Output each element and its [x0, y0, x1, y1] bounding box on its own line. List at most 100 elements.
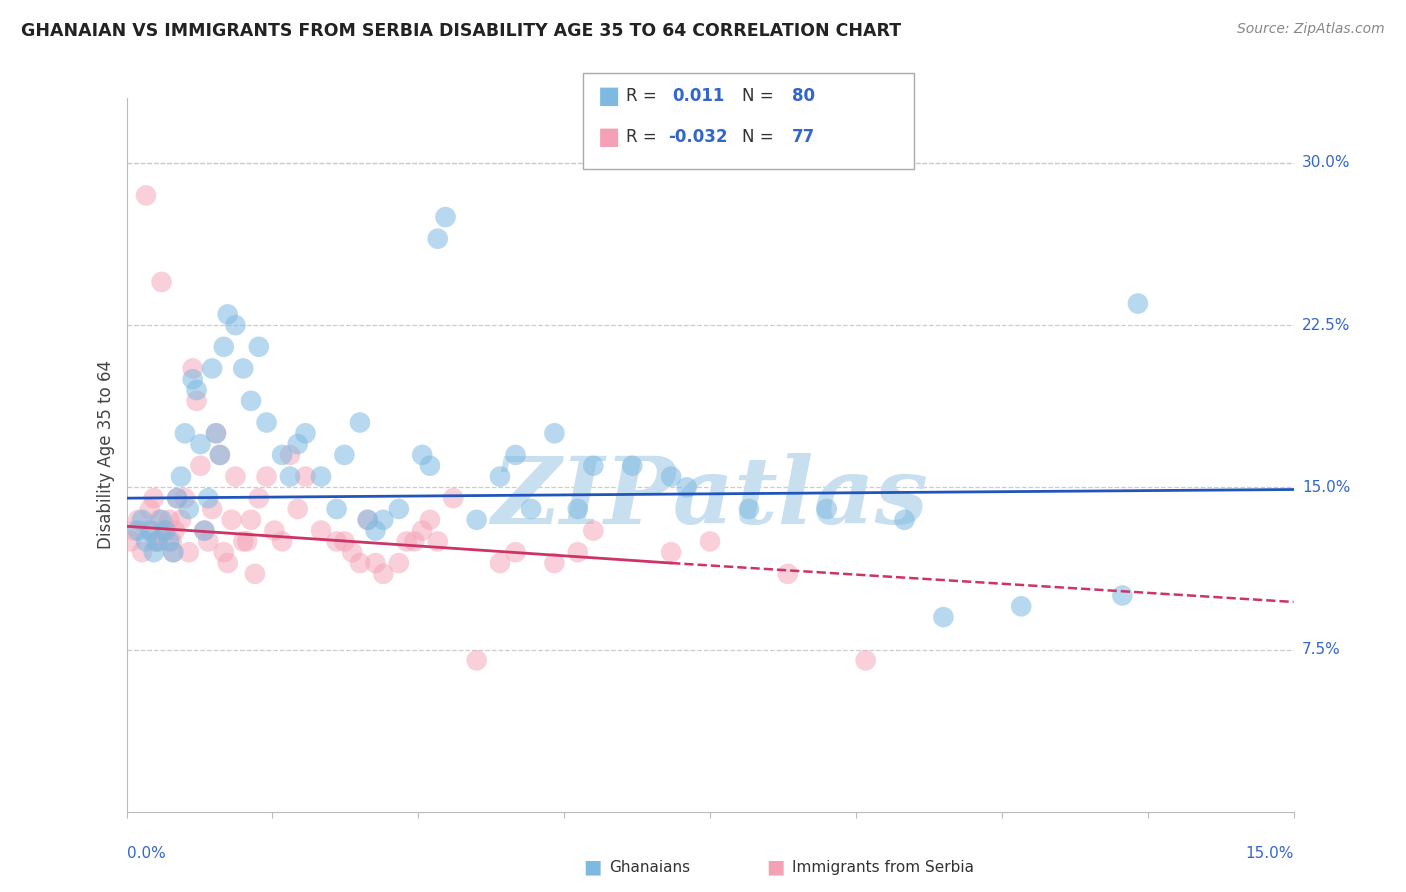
Point	[263, 524, 285, 538]
Point	[243, 566, 266, 581]
Point	[131, 513, 153, 527]
Point	[357, 513, 380, 527]
Point	[247, 491, 270, 505]
Point	[197, 491, 219, 505]
Point	[441, 491, 464, 505]
Point	[419, 513, 441, 527]
Text: 77: 77	[792, 128, 815, 146]
Point	[333, 534, 356, 549]
Text: ■: ■	[766, 857, 785, 877]
Point	[489, 556, 512, 570]
Point	[395, 534, 418, 549]
Point	[131, 545, 153, 559]
Point	[124, 524, 146, 538]
Point	[349, 556, 371, 570]
Point	[224, 469, 246, 483]
Point	[146, 534, 169, 549]
Point	[143, 534, 166, 549]
Point	[201, 361, 224, 376]
Point	[174, 426, 197, 441]
Point	[699, 534, 721, 549]
Point	[465, 653, 488, 667]
Point	[127, 513, 149, 527]
Point	[186, 383, 208, 397]
Point	[141, 524, 163, 538]
Point	[543, 556, 565, 570]
Point	[357, 513, 380, 527]
Point	[675, 480, 697, 494]
Text: 0.0%: 0.0%	[127, 846, 166, 861]
Point	[160, 534, 183, 549]
Point	[309, 469, 332, 483]
Point	[217, 307, 239, 321]
Point	[181, 372, 204, 386]
Point	[240, 393, 263, 408]
Text: ■: ■	[598, 126, 620, 149]
Point	[217, 556, 239, 570]
Point	[325, 534, 347, 549]
Text: 7.5%: 7.5%	[1302, 642, 1341, 657]
Point	[659, 545, 682, 559]
Point	[256, 416, 278, 430]
Point	[190, 458, 212, 473]
Point	[146, 534, 169, 549]
Point	[142, 545, 165, 559]
Point	[271, 448, 294, 462]
Point	[404, 534, 426, 549]
Point	[142, 491, 165, 505]
Point	[1111, 589, 1133, 603]
Point	[1010, 599, 1032, 614]
Point	[155, 524, 177, 538]
Point	[177, 545, 200, 559]
Text: N =: N =	[742, 87, 773, 105]
Point	[505, 448, 527, 462]
Point	[162, 545, 184, 559]
Point	[163, 524, 186, 538]
Point	[150, 275, 173, 289]
Text: -0.032: -0.032	[668, 128, 727, 146]
Point	[162, 545, 184, 559]
Point	[157, 534, 180, 549]
Point	[190, 437, 212, 451]
Point	[135, 188, 157, 202]
Text: GHANAIAN VS IMMIGRANTS FROM SERBIA DISABILITY AGE 35 TO 64 CORRELATION CHART: GHANAIAN VS IMMIGRANTS FROM SERBIA DISAB…	[21, 22, 901, 40]
Text: 0.011: 0.011	[672, 87, 724, 105]
Point	[166, 491, 188, 505]
Point	[205, 426, 228, 441]
Point	[287, 502, 309, 516]
Point	[139, 524, 162, 538]
Point	[287, 437, 309, 451]
Point	[543, 426, 565, 441]
Point	[139, 502, 162, 516]
Text: ■: ■	[598, 85, 620, 108]
Point	[294, 426, 316, 441]
Point	[419, 458, 441, 473]
Text: N =: N =	[742, 128, 773, 146]
Text: R =: R =	[626, 87, 657, 105]
Point	[148, 513, 170, 527]
Point	[197, 534, 219, 549]
Point	[893, 513, 915, 527]
Point	[212, 545, 235, 559]
Point	[738, 502, 761, 516]
Point	[232, 361, 254, 376]
Point	[364, 556, 387, 570]
Point	[153, 524, 176, 538]
Point	[127, 524, 149, 538]
Text: 80: 80	[792, 87, 814, 105]
Point	[120, 534, 142, 549]
Point	[193, 524, 215, 538]
Point	[340, 545, 363, 559]
Point	[224, 318, 246, 333]
Point	[278, 469, 301, 483]
Text: Immigrants from Serbia: Immigrants from Serbia	[792, 860, 973, 874]
Point	[174, 491, 197, 505]
Point	[150, 513, 173, 527]
Point	[373, 513, 395, 527]
Text: Ghanaians: Ghanaians	[609, 860, 690, 874]
Point	[170, 513, 193, 527]
Text: R =: R =	[626, 128, 657, 146]
Point	[815, 502, 838, 516]
Point	[932, 610, 955, 624]
Point	[236, 534, 259, 549]
